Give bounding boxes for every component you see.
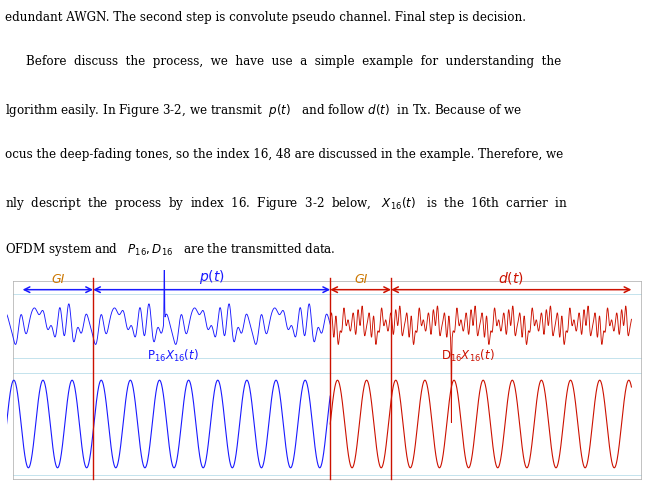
Text: $p(t)$: $p(t)$ — [199, 268, 224, 286]
Text: $\mathrm{P}_{16}X_{16}(t)$: $\mathrm{P}_{16}X_{16}(t)$ — [147, 348, 199, 364]
Text: OFDM system and   $P_{16}, D_{16}$   are the transmitted data.: OFDM system and $P_{16}, D_{16}$ are the… — [5, 242, 336, 258]
Text: Before  discuss  the  process,  we  have  use  a  simple  example  for  understa: Before discuss the process, we have use … — [26, 55, 561, 68]
Text: GI: GI — [354, 272, 368, 286]
Text: $d(t)$: $d(t)$ — [498, 270, 525, 286]
Text: ocus the deep-fading tones, so the index 16, 48 are discussed in the example. Th: ocus the deep-fading tones, so the index… — [5, 148, 564, 161]
Text: lgorithm easily. In Figure 3-2, we transmit  $p(t)$   and follow $d(t)$  in Tx. : lgorithm easily. In Figure 3-2, we trans… — [5, 101, 523, 119]
Text: nly  descript  the  process  by  index  16.  Figure  3-2  below,   $X_{16}(t)$  : nly descript the process by index 16. Fi… — [5, 195, 568, 212]
Text: edundant AWGN. The second step is convolute pseudo channel. Final step is decisi: edundant AWGN. The second step is convol… — [5, 11, 526, 24]
Text: GI: GI — [51, 272, 65, 286]
Text: $\mathrm{D}_{16}X_{16}(t)$: $\mathrm{D}_{16}X_{16}(t)$ — [441, 348, 495, 364]
